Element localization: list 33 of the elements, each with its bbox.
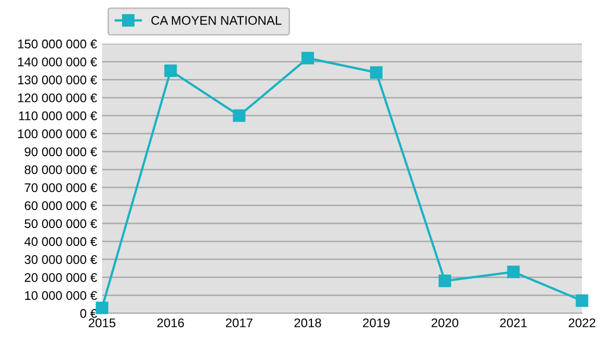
y-tick-label: 30 000 000 € bbox=[24, 255, 97, 264]
y-tick-label: 110 000 000 € bbox=[19, 111, 97, 120]
y-tick-label: 90 000 000 € bbox=[24, 147, 97, 156]
y-tick-label: 100 000 000 € bbox=[18, 129, 97, 138]
point bbox=[438, 274, 452, 288]
x-tick-label: 2020 bbox=[432, 318, 458, 328]
x-tick-label: 2016 bbox=[157, 318, 184, 328]
y-tick-label: 140 000 000 € bbox=[18, 58, 97, 66]
y-tick-label: 130 000 000 € bbox=[18, 75, 97, 84]
y-tick-label: 50 000 000 € bbox=[24, 219, 97, 228]
y-tick-label: 20 000 000 € bbox=[24, 273, 97, 282]
x-tick-label: 2022 bbox=[568, 318, 596, 328]
point bbox=[164, 64, 177, 77]
x-tick-label: 2021 bbox=[500, 318, 527, 328]
y-tick-label: 80 000 000 € bbox=[24, 165, 97, 174]
legend-label: CA MOYEN NATIONAL bbox=[151, 16, 282, 25]
point bbox=[507, 266, 520, 278]
y-tick-label: 120 000 000 € bbox=[18, 93, 97, 102]
x-tick-label: 2018 bbox=[294, 318, 322, 328]
point bbox=[301, 52, 314, 64]
point bbox=[576, 294, 588, 307]
y-tick-label: 60 000 000 € bbox=[24, 201, 97, 210]
x-tick-label: 2019 bbox=[363, 318, 390, 328]
y-tick-label: 70 000 000 € bbox=[24, 183, 97, 192]
point bbox=[370, 66, 383, 79]
y-tick-label: 0 € bbox=[80, 309, 97, 318]
y-tick-label: 10 000 000 € bbox=[25, 291, 97, 300]
y-tick-label: 40 000 000 € bbox=[24, 237, 97, 246]
point bbox=[232, 109, 246, 122]
y-tick-label: 150 000 000 € bbox=[18, 40, 97, 48]
point bbox=[96, 302, 108, 314]
x-tick-label: 2017 bbox=[226, 318, 252, 328]
x-tick-label: 2015 bbox=[88, 318, 116, 328]
